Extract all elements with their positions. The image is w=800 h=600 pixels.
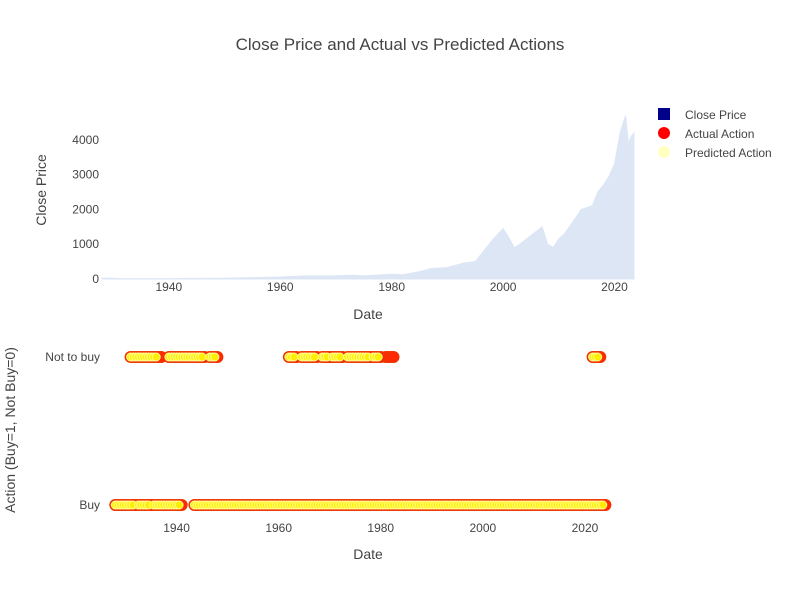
legend-label-predicted-action: Predicted Action [685, 146, 772, 160]
x-tick-label: 1960 [265, 521, 292, 535]
action-x-axis-label: Date [353, 546, 383, 562]
action-y-axis-label: Action (Buy=1, Not Buy=0) [2, 347, 18, 513]
predicted-action-point [309, 352, 319, 362]
predicted-action-point [598, 500, 608, 510]
price-y-ticks: 0 1000 2000 3000 4000 [72, 133, 99, 286]
chart-title: Close Price and Actual vs Predicted Acti… [236, 35, 565, 54]
x-tick-label: 1960 [267, 280, 294, 294]
y-tick-label: 3000 [72, 168, 99, 182]
legend-item-actual-action[interactable]: Actual Action [658, 127, 754, 141]
legend: Close Price Actual Action Predicted Acti… [658, 108, 772, 160]
legend-item-close-price[interactable]: Close Price [658, 108, 747, 122]
predicted-action-point [335, 352, 345, 362]
predicted-action-markers [110, 352, 608, 510]
legend-circle-icon [658, 127, 670, 139]
y-tick-label: 2000 [72, 202, 99, 216]
price-x-axis-label: Date [353, 306, 383, 322]
y-tick-label: 4000 [72, 133, 99, 147]
actual-action-markers [109, 351, 612, 511]
price-x-ticks: 1940 1960 1980 2000 2020 [155, 280, 628, 294]
predicted-action-point [289, 352, 299, 362]
legend-label-close-price: Close Price [685, 108, 747, 122]
close-price-area [101, 115, 635, 280]
predicted-action-point [373, 352, 383, 362]
x-tick-label: 2000 [470, 521, 497, 535]
actual-action-point [387, 351, 400, 363]
predicted-action-point [151, 352, 161, 362]
y-tick-label: Not to buy [45, 350, 100, 364]
legend-item-predicted-action[interactable]: Predicted Action [658, 146, 772, 160]
x-tick-label: 1940 [163, 521, 190, 535]
y-tick-label: 0 [92, 272, 99, 286]
x-tick-label: 2000 [490, 280, 517, 294]
action-y-ticks: Not to buy Buy [45, 350, 100, 512]
predicted-action-point [210, 352, 220, 362]
x-tick-label: 2020 [601, 280, 628, 294]
price-y-axis-label: Close Price [33, 154, 49, 226]
predicted-action-point [197, 352, 207, 362]
legend-label-actual-action: Actual Action [685, 127, 754, 141]
price-panel: 1940 1960 1980 2000 2020 0 1000 2000 3000 4000 D… [33, 115, 635, 322]
action-x-ticks: 1940 1960 1980 2000 2020 [163, 521, 598, 535]
predicted-action-point [174, 500, 184, 510]
x-tick-label: 1980 [378, 280, 405, 294]
x-tick-label: 2020 [572, 521, 599, 535]
y-tick-label: 1000 [72, 237, 99, 251]
legend-circle-icon [658, 146, 670, 158]
predicted-action-point [593, 352, 603, 362]
legend-square-icon [658, 108, 670, 120]
x-tick-label: 1980 [367, 521, 394, 535]
x-tick-label: 1940 [155, 280, 182, 294]
y-tick-label: Buy [79, 498, 100, 512]
